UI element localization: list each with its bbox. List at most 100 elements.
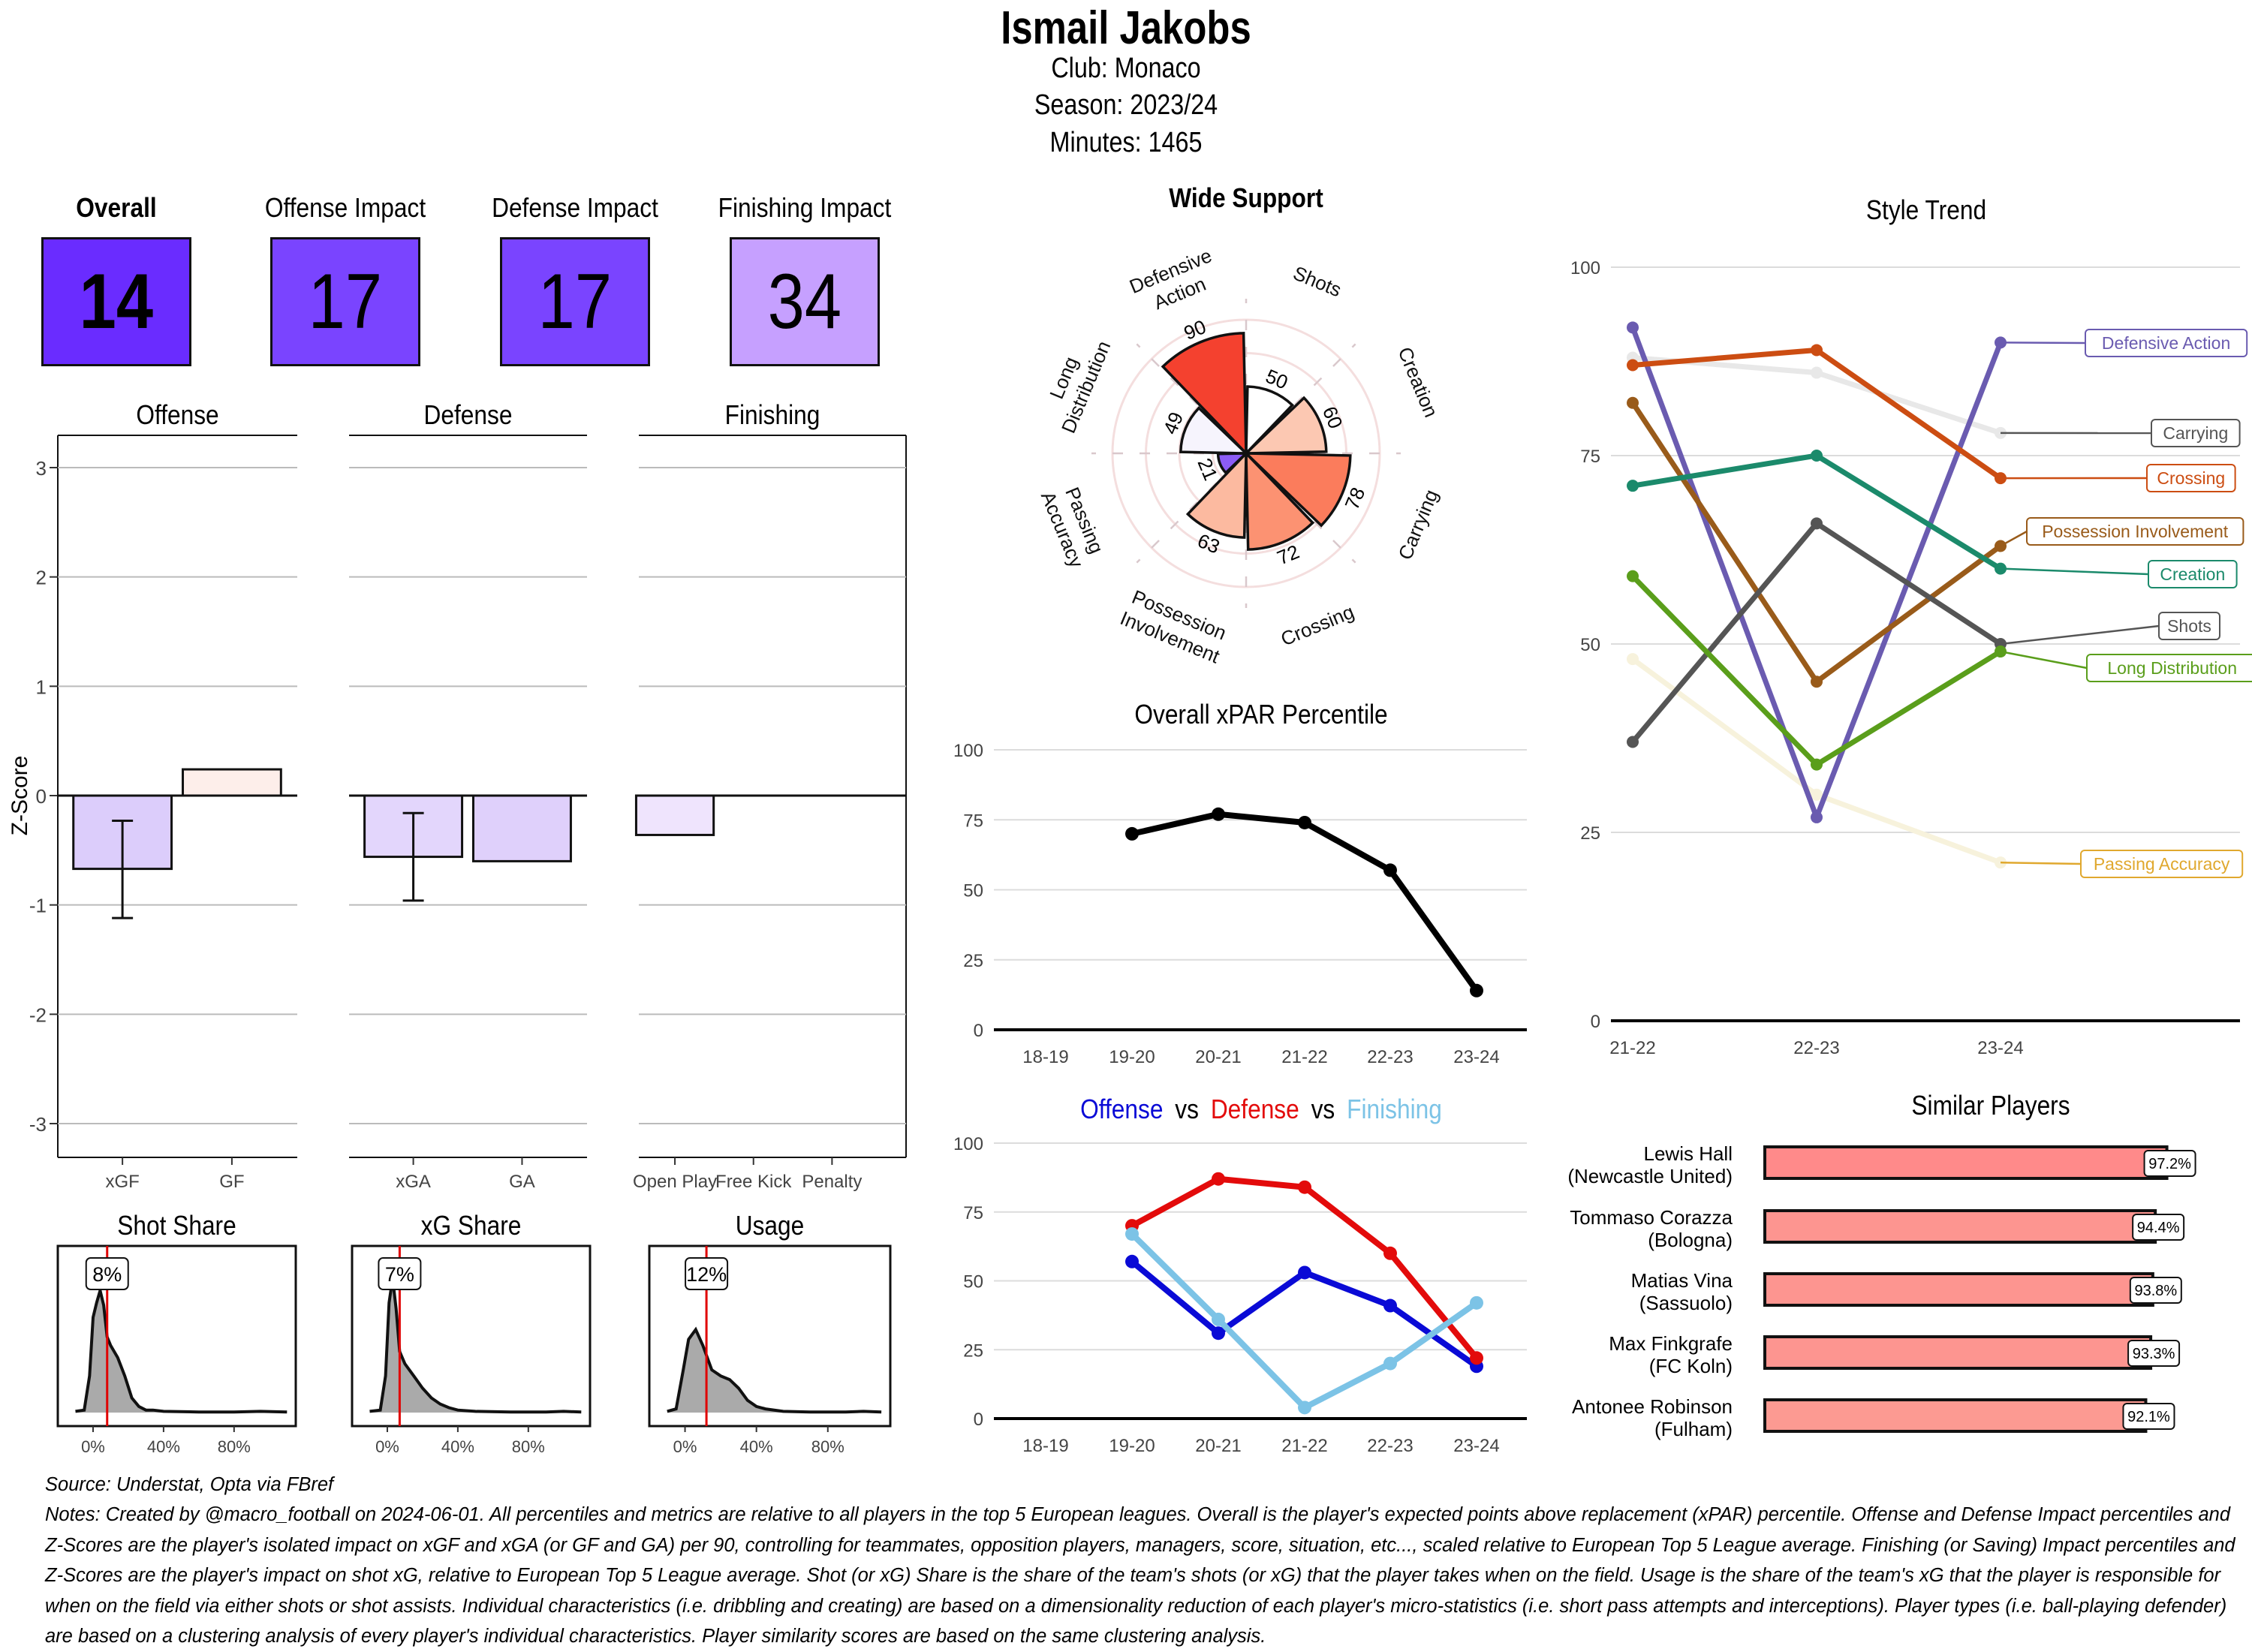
data-point [1627,397,1639,409]
player-club: (Fulham) [1654,1418,1733,1440]
data-point [1212,1172,1225,1186]
series-defensive-action [1627,321,2007,823]
share-title: xG Share [421,1211,522,1241]
x-tick-label: 22-23 [1367,1047,1413,1067]
x-tick-label: 22-23 [1793,1038,1839,1058]
x-tick-label: GA [509,1172,535,1192]
similarity-bar [1765,1274,2153,1305]
y-tick-label: 100 [953,741,983,761]
label-line: Carrying [1393,486,1442,563]
x-tick-label: xGF [105,1172,139,1192]
x-tick-label: 0% [673,1437,697,1456]
slice-category-label: PossessionInvolvement [1117,585,1233,668]
player-name: Max Finkgrafe [1609,1332,1733,1355]
series-long-distribution [1627,570,2007,771]
data-point [1811,676,1823,688]
y-tick-label: 25 [963,1341,983,1361]
y-tick-label: 75 [1580,447,1600,467]
similarity-label: 92.1% [2127,1409,2170,1425]
series-line [1633,576,2001,765]
series-line [1132,1234,1477,1407]
data-point [1470,1296,1483,1310]
y-tick-label: 75 [963,1203,983,1223]
player-name: Tommaso Corazza [1570,1206,1733,1229]
player-value-label: 8% [92,1263,122,1286]
slice-category-label: Carrying [1393,486,1442,563]
player-club: (Newcastle United) [1567,1165,1733,1187]
y-tick-label: 3 [36,457,47,480]
y-tick-label: 50 [963,1272,983,1292]
data-point [1212,808,1225,821]
player-club: (FC Koln) [1649,1355,1733,1377]
y-tick-label: 1 [36,676,47,698]
slice-category-label: Shots [1290,261,1344,301]
data-point [1298,1181,1311,1194]
chart-title: Style Trend [1866,195,1986,225]
player-club: (Bologna) [1648,1229,1733,1251]
player-name: Antonee Robinson [1572,1395,1733,1418]
data-point [1811,759,1823,771]
similarity-label: 93.3% [2133,1346,2175,1362]
notes-text: Notes: Created by @macro_football on 202… [45,1500,2244,1652]
label-line: Creation [1393,344,1442,420]
series-carrying [1627,351,2007,438]
x-tick-label: 0% [81,1437,105,1456]
data-point [1298,1401,1311,1414]
label-leader [2001,626,2159,644]
x-tick-label: 19-20 [1109,1436,1155,1456]
x-tick-label: 80% [811,1437,844,1456]
x-tick-label: 80% [512,1437,545,1456]
x-tick-label: 40% [740,1437,773,1456]
zscore-bar [183,769,282,796]
series-label: Creation [2160,564,2225,584]
slice-category-label: Creation [1393,344,1442,420]
title-part: Defense [1211,1094,1299,1124]
similarity-label: 97.2% [2148,1156,2191,1172]
y-tick-label: 50 [1580,635,1600,655]
y-tick-label: 0 [974,1410,983,1430]
similarity-bar [1765,1211,2155,1242]
data-point [1383,1299,1397,1313]
x-tick-label: 80% [218,1437,251,1456]
y-tick-label: 100 [953,1134,983,1154]
x-tick-label: 23-24 [1453,1047,1499,1067]
y-tick-label: 75 [963,811,983,831]
share-title: Usage [736,1211,805,1241]
label-leader [2001,651,2087,668]
data-point [1811,811,1823,823]
data-point [1627,736,1639,748]
series-xpar [1125,808,1483,998]
x-tick-label: 19-20 [1109,1047,1155,1067]
label-leader [2001,342,2085,343]
x-tick-label: 22-23 [1367,1436,1413,1456]
player-value-label: 7% [385,1263,414,1286]
y-tick-label: -3 [29,1113,47,1136]
x-tick-label: 20-21 [1195,1047,1241,1067]
y-tick-label: 0 [1591,1012,1600,1032]
label-leader [2001,531,2027,546]
similarity-label: 93.8% [2134,1283,2177,1299]
slice-category-label: Crossing [1278,600,1357,651]
data-point [1383,863,1397,877]
x-tick-label: 23-24 [1977,1038,2023,1058]
data-point [1383,1247,1397,1260]
x-tick-label: 21-22 [1281,1436,1327,1456]
chart-title: Wide Support [1169,183,1323,213]
panel-title: Finishing [725,400,820,430]
data-point [1212,1313,1225,1326]
series-label: Crossing [2157,468,2225,488]
y-tick-label: 50 [963,881,983,901]
data-point [1470,1351,1483,1365]
x-tick-label: GF [219,1172,244,1192]
title-part: Offense [1080,1094,1163,1124]
data-point [1125,827,1139,841]
data-point [1811,344,1823,356]
data-point [1811,367,1823,379]
data-point [1627,321,1639,333]
data-point [1627,360,1639,372]
player-club: (Sassuolo) [1639,1292,1733,1314]
